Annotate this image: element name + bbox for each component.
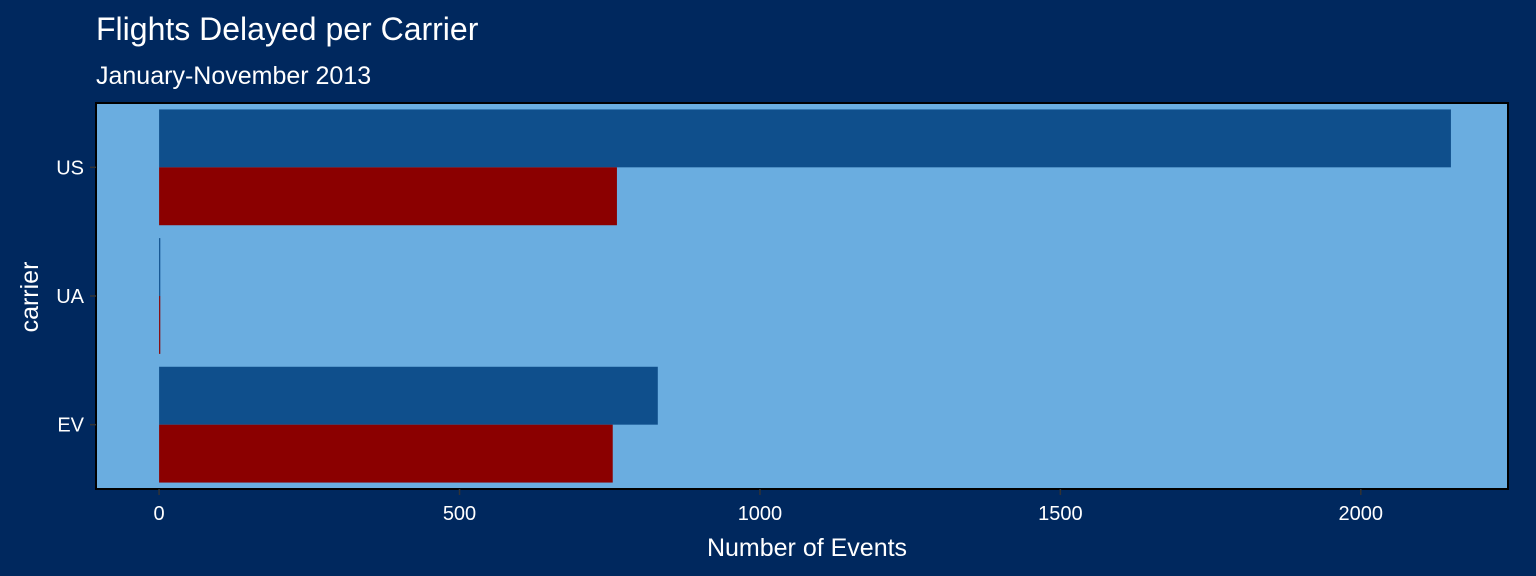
x-tick-label: 2000 [1339, 503, 1384, 525]
y-tick-label: US [56, 157, 84, 179]
x-tick-label: 500 [443, 503, 476, 525]
y-tick-label: UA [56, 286, 84, 308]
bar-ua-series-1 [159, 238, 161, 296]
bar-ua-series-2 [159, 296, 161, 354]
chart-title: Flights Delayed per Carrier [96, 11, 479, 47]
y-axis-title: carrier [16, 262, 44, 333]
bar-ev-series-2 [159, 424, 613, 483]
bar-us-series-1 [159, 109, 1451, 168]
x-axis: 0 500 1000 1500 2000 [154, 489, 1384, 525]
y-axis: US UA EV [56, 157, 96, 437]
bars-layer [159, 109, 1451, 483]
x-tick-label: 0 [154, 503, 165, 525]
bar-us-series-2 [159, 167, 617, 226]
chart-subtitle: January-November 2013 [96, 62, 371, 90]
x-tick-label: 1500 [1038, 503, 1083, 525]
bar-ev-series-1 [159, 366, 658, 425]
x-axis-title: Number of Events [707, 534, 907, 562]
y-tick-label: EV [57, 415, 84, 437]
x-tick-label: 1000 [738, 503, 783, 525]
